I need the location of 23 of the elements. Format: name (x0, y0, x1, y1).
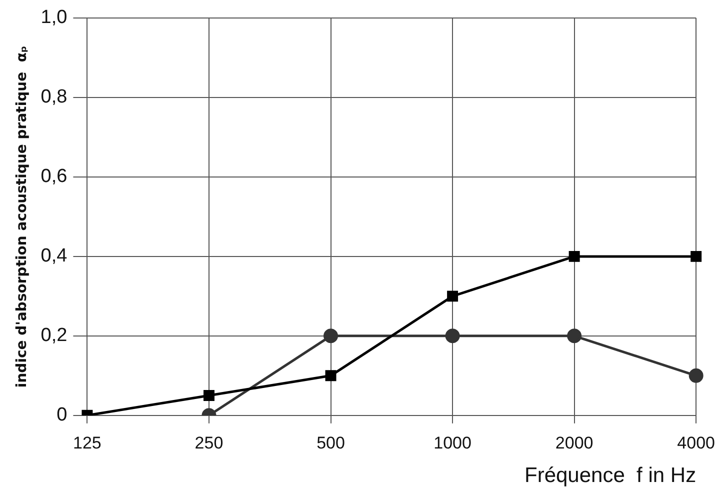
point (690, 250, 702, 262)
x-tick-label: 1000 (434, 433, 472, 452)
point (447, 290, 458, 302)
point (203, 390, 214, 402)
x-tick-label: 500 (316, 433, 345, 452)
x-tick-label: 250 (194, 433, 224, 452)
y-tick-label: 0 (56, 404, 68, 426)
x-axis-title: Fréquence f in Hz (524, 464, 696, 488)
point (445, 328, 460, 344)
y-tick-label: 0,2 (40, 325, 68, 346)
point (688, 368, 704, 383)
x-tick-label: 2000 (555, 433, 594, 452)
y-tick-label: 1,0 (40, 7, 68, 28)
y-tick-label: 0,6 (40, 166, 68, 188)
point (324, 328, 338, 344)
y-tick-label: 0,8 (40, 86, 68, 108)
y-tick-label: 0,4 (40, 246, 68, 267)
x-tick-label: 125 (73, 433, 102, 452)
point (568, 250, 580, 262)
x-tick-label: 4000 (677, 433, 716, 452)
point (325, 370, 336, 382)
point (567, 328, 582, 344)
y-axis-title: indice d'absorption acoustique pratique αₚ (14, 46, 30, 388)
